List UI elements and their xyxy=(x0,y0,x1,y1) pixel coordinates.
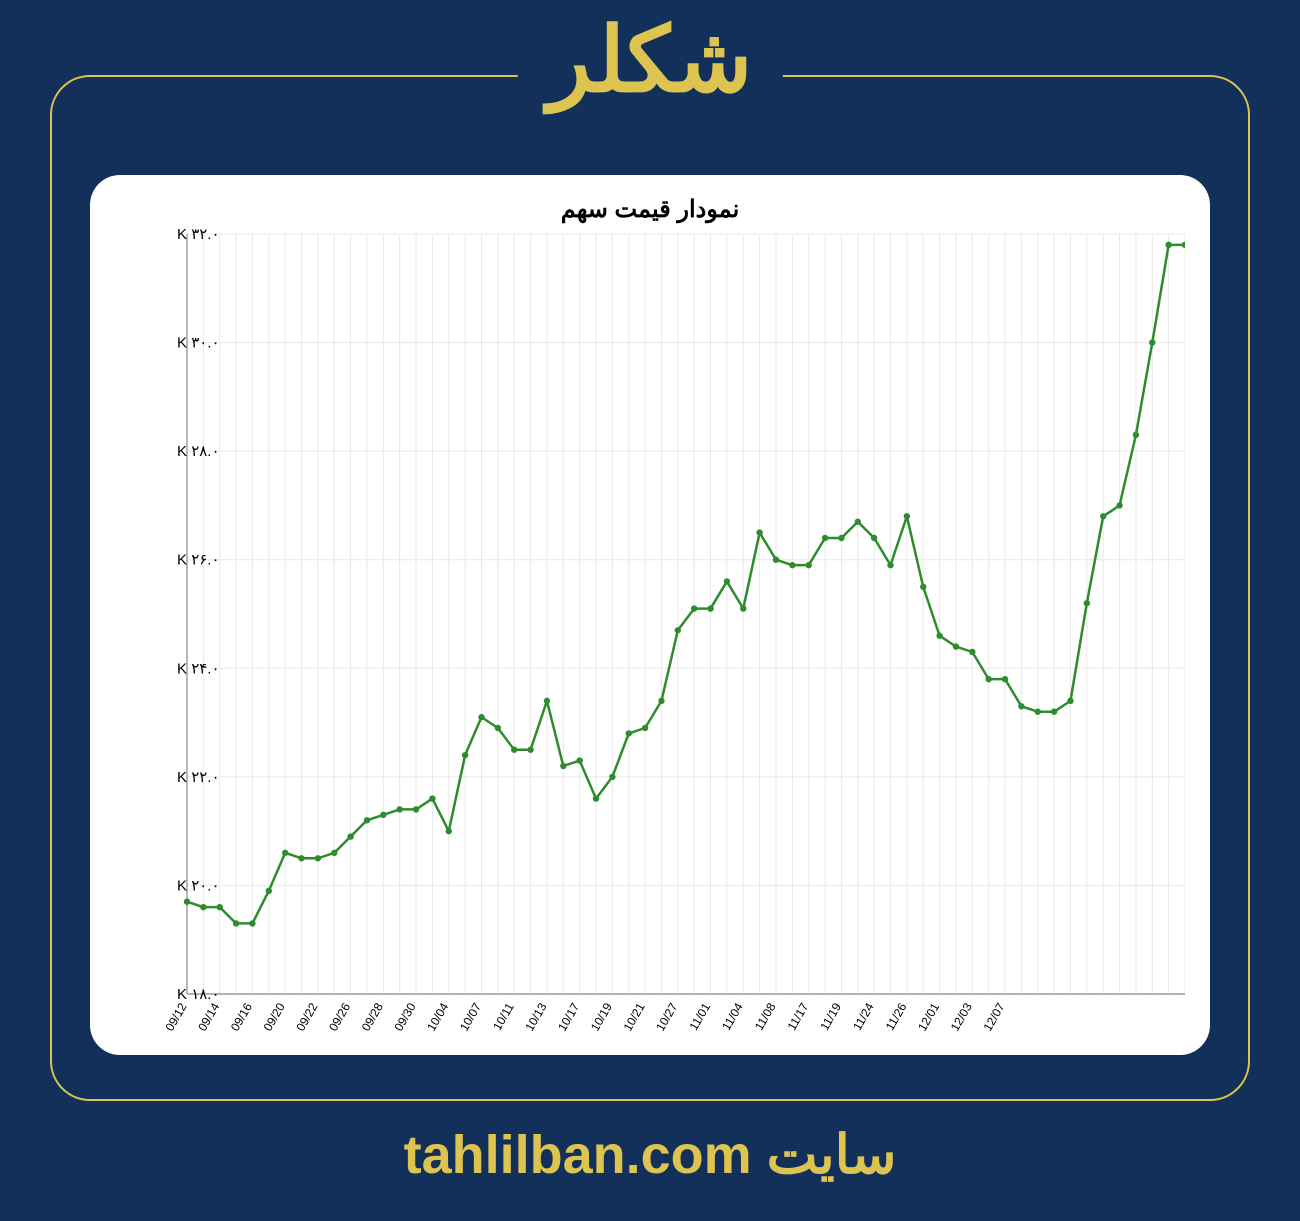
x-tick-label: 12/01 xyxy=(915,1000,942,1033)
x-tick-label: 12/03 xyxy=(948,1000,975,1033)
y-tick-label: ۱۸.۰ K xyxy=(177,986,220,1003)
x-tick-label: 11/26 xyxy=(883,1000,910,1033)
x-tick-label: 09/22 xyxy=(293,1000,320,1033)
y-tick-label: ۲۴.۰ K xyxy=(177,660,220,677)
x-tick-label: 10/21 xyxy=(621,1000,648,1033)
y-tick-label: ۲۸.۰ K xyxy=(177,443,220,460)
page-root: شکلر نمودار قیمت سهم ۱۸.۰ K ۲۰.۰ K ۲۲.۰ K ۲… xyxy=(0,0,1300,1221)
x-tick-label: 09/30 xyxy=(392,1000,419,1033)
x-tick-label: 11/04 xyxy=(719,1000,746,1033)
x-tick-label: 11/24 xyxy=(850,1000,877,1033)
x-tick-label: 10/07 xyxy=(457,1000,484,1033)
footer-text: سایت tahlilban.com xyxy=(404,1123,897,1186)
chart-title: نمودار قیمت سهم xyxy=(115,195,1185,224)
y-tick-label: ۳۲.۰ K xyxy=(177,228,220,243)
x-tick-label: 10/17 xyxy=(555,1000,582,1033)
footer-domain: tahlilban.com xyxy=(404,1125,752,1185)
x-tick-label: 09/12 xyxy=(162,1000,189,1033)
header-title: شکلر xyxy=(518,12,783,111)
y-tick-label: ۲۰.۰ K xyxy=(177,877,220,894)
x-tick-label: 09/20 xyxy=(261,1000,288,1033)
y-tick-label: ۲۲.۰ K xyxy=(177,769,220,786)
x-tick-label: 11/08 xyxy=(752,1000,779,1033)
x-tick-label: 11/19 xyxy=(817,1000,844,1033)
price-chart: ۱۸.۰ K ۲۰.۰ K ۲۲.۰ K ۲۴.۰ K ۲۶.۰ K ۲۸.۰ K ۳۰.۰… xyxy=(115,228,1185,1048)
x-tick-label: 11/17 xyxy=(785,1000,812,1033)
x-tick-label: 09/28 xyxy=(359,1000,386,1033)
x-tick-label: 10/13 xyxy=(522,1000,549,1033)
x-tick-label: 11/01 xyxy=(686,1000,713,1033)
x-tick-label: 10/04 xyxy=(424,1000,451,1033)
x-tick-label: 09/14 xyxy=(195,1000,222,1033)
footer-prefix: سایت xyxy=(752,1125,897,1185)
x-tick-label: 10/11 xyxy=(490,1000,517,1033)
x-tick-label: 12/07 xyxy=(980,1000,1007,1033)
x-tick-label: 09/26 xyxy=(326,1000,353,1033)
x-tick-label: 10/19 xyxy=(588,1000,615,1033)
y-tick-label: ۲۶.۰ K xyxy=(177,552,220,569)
x-tick-label: 09/16 xyxy=(228,1000,255,1033)
y-tick-label: ۳۰.۰ K xyxy=(177,335,220,352)
x-tick-label: 10/27 xyxy=(653,1000,680,1033)
chart-card: نمودار قیمت سهم ۱۸.۰ K ۲۰.۰ K ۲۲.۰ K ۲۴.۰ K… xyxy=(90,175,1210,1055)
